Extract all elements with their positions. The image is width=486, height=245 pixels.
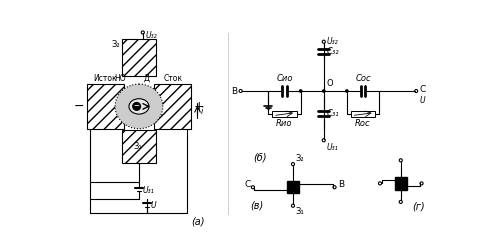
Text: U: U — [419, 96, 425, 105]
Text: C₃₂: C₃₂ — [327, 47, 339, 56]
Circle shape — [133, 103, 140, 110]
Text: С: С — [419, 85, 426, 94]
Text: (г): (г) — [412, 202, 425, 212]
Text: НО: НО — [115, 74, 126, 83]
Ellipse shape — [115, 84, 163, 129]
Circle shape — [323, 90, 325, 92]
Bar — [87, 84, 123, 129]
Text: U₃₂: U₃₂ — [327, 37, 338, 46]
Text: З₂: З₂ — [295, 154, 304, 163]
Bar — [155, 84, 191, 129]
Text: −: − — [74, 100, 84, 113]
Text: U₃₂: U₃₂ — [145, 31, 157, 40]
Text: Rос: Rос — [355, 120, 371, 128]
Text: (б): (б) — [253, 153, 266, 163]
Text: +: + — [193, 100, 204, 113]
Text: U₃₁: U₃₁ — [143, 186, 155, 195]
Text: З₂: З₂ — [112, 40, 121, 49]
Text: С: С — [244, 180, 251, 189]
Text: Cос: Cос — [355, 74, 371, 83]
Text: Д: Д — [144, 74, 150, 83]
Text: В: В — [338, 180, 345, 189]
Text: Сток: Сток — [163, 74, 182, 83]
Bar — [395, 177, 407, 190]
Bar — [272, 111, 297, 117]
Text: В: В — [231, 86, 238, 96]
Text: $i$: $i$ — [200, 105, 204, 116]
Text: О: О — [326, 79, 333, 88]
Text: (а): (а) — [191, 217, 205, 227]
Text: Исток: Исток — [93, 74, 117, 83]
Text: З₁: З₁ — [133, 142, 142, 151]
Ellipse shape — [129, 99, 149, 114]
Text: З₁: З₁ — [295, 207, 304, 216]
Bar — [351, 111, 375, 117]
Text: U: U — [151, 201, 156, 210]
Text: Rио: Rио — [276, 120, 293, 128]
Text: −: − — [134, 103, 139, 110]
Text: (в): (в) — [251, 200, 264, 210]
Text: Cио: Cио — [276, 74, 293, 83]
Bar — [287, 181, 299, 193]
Circle shape — [299, 90, 302, 92]
Circle shape — [346, 90, 348, 92]
Bar — [122, 130, 156, 163]
Text: U₃₁: U₃₁ — [327, 143, 338, 152]
Text: C₃₁: C₃₁ — [327, 109, 339, 118]
Bar — [122, 39, 156, 76]
